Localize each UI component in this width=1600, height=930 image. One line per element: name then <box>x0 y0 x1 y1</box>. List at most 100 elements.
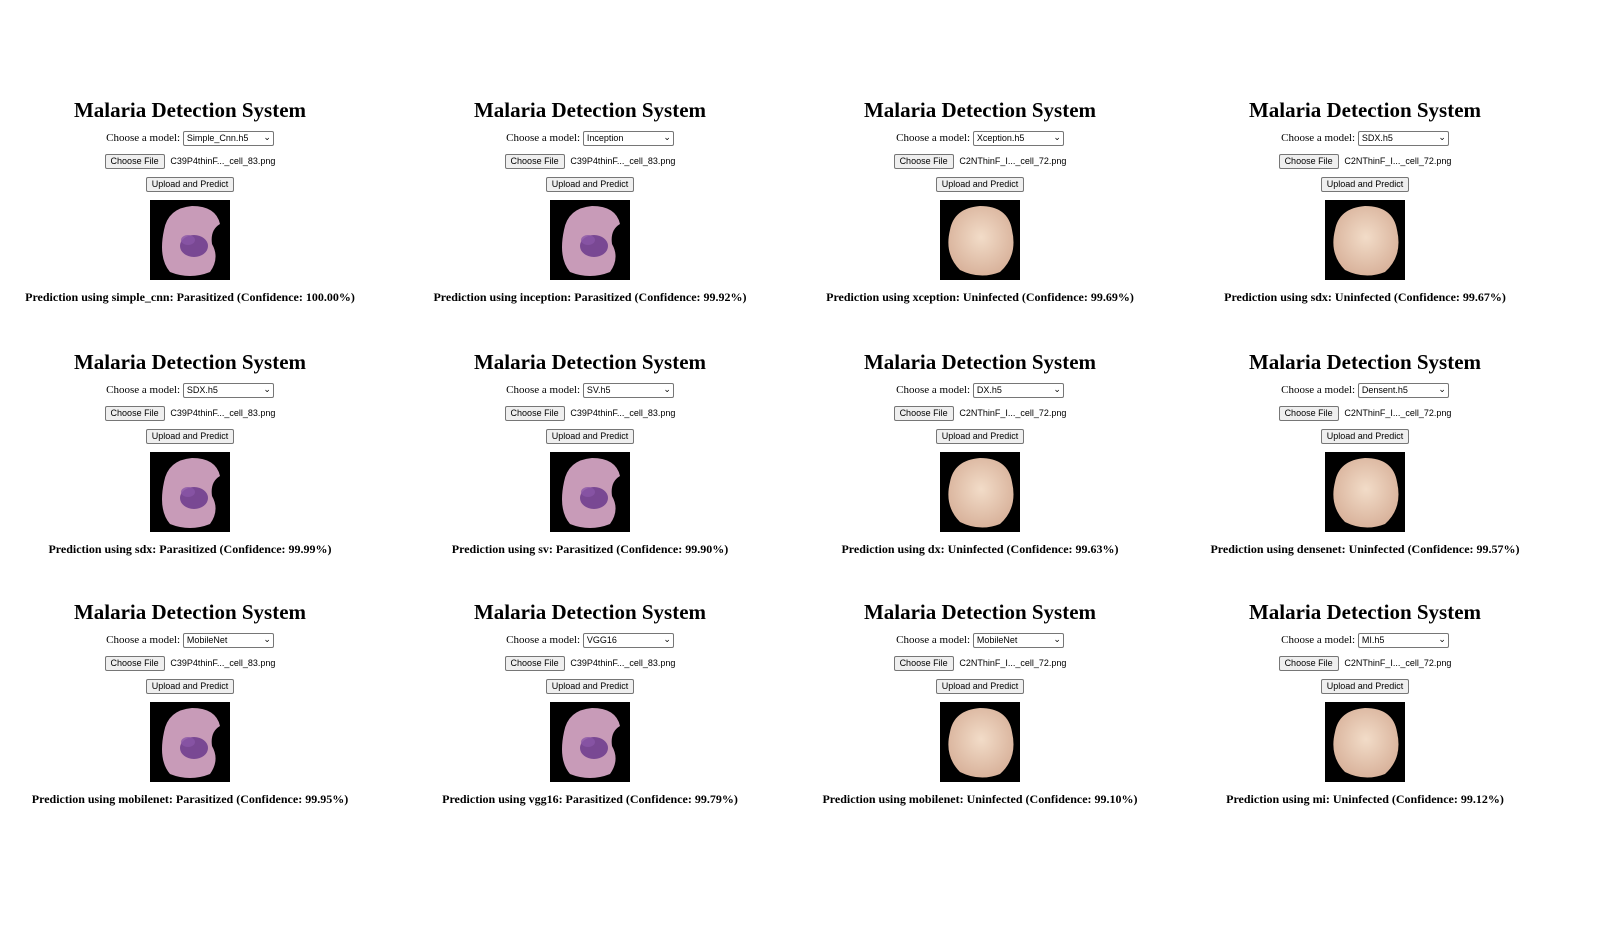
model-select-value: Inception <box>586 133 624 143</box>
file-name: C39P4thinF..._cell_83.png <box>570 408 676 419</box>
upload-and-predict-button[interactable]: Upload and Predict <box>935 429 1025 445</box>
upload-and-predict-button[interactable]: Upload and Predict <box>145 679 235 695</box>
file-row: Choose File C39P4thinF..._cell_83.png <box>0 406 390 422</box>
file-name: C39P4thinF..._cell_83.png <box>170 658 276 669</box>
prediction-text: Prediction using inception: Parasitized … <box>433 290 747 305</box>
malaria-detection-panel-10: Malaria Detection System Choose a model:… <box>390 600 790 855</box>
upload-row: Upload and Predict <box>390 177 790 193</box>
malaria-detection-panel-11: Malaria Detection System Choose a model:… <box>780 600 1180 855</box>
page-title: Malaria Detection System <box>473 350 707 374</box>
file-name: C2NThinF_I..._cell_72.png <box>1344 156 1452 167</box>
file-row: Choose File C39P4thinF..._cell_83.png <box>390 406 790 422</box>
upload-row: Upload and Predict <box>780 429 1180 445</box>
choose-file-button[interactable]: Choose File <box>104 406 165 422</box>
model-select[interactable]: MobileNet ⌄ <box>182 633 274 648</box>
choose-file-button[interactable]: Choose File <box>504 656 565 672</box>
model-select[interactable]: Xception.h5 ⌄ <box>972 131 1064 146</box>
model-select[interactable]: SDX.h5 ⌄ <box>182 383 274 398</box>
choose-file-button[interactable]: Choose File <box>893 406 954 422</box>
page-title: Malaria Detection System <box>1248 600 1482 624</box>
cell-image <box>150 452 230 533</box>
choose-file-button[interactable]: Choose File <box>893 656 954 672</box>
choose-file-button[interactable]: Choose File <box>104 656 165 672</box>
model-row: Choose a model: DX.h5 ⌄ <box>780 383 1180 398</box>
choose-file-button[interactable]: Choose File <box>104 154 165 170</box>
file-row: Choose File C2NThinF_I..._cell_72.png <box>780 656 1180 672</box>
upload-and-predict-button[interactable]: Upload and Predict <box>145 177 235 193</box>
cell-image <box>550 200 630 281</box>
chevron-down-icon: ⌄ <box>1053 384 1061 394</box>
model-select-value: SV.h5 <box>586 385 611 395</box>
malaria-detection-panel-7: Malaria Detection System Choose a model:… <box>780 350 1180 605</box>
choose-file-button[interactable]: Choose File <box>504 154 565 170</box>
model-select[interactable]: SV.h5 ⌄ <box>582 383 674 398</box>
upload-row: Upload and Predict <box>780 177 1180 193</box>
model-select[interactable]: VGG16 ⌄ <box>582 633 674 648</box>
parasitized-cell-svg <box>550 702 630 783</box>
model-label: Choose a model: <box>896 132 971 145</box>
prediction-text: Prediction using densenet: Uninfected (C… <box>1210 542 1520 557</box>
uninfected-cell-svg <box>940 452 1020 533</box>
model-select[interactable]: Inception ⌄ <box>582 131 674 146</box>
page-title: Malaria Detection System <box>73 350 307 374</box>
model-select-value: VGG16 <box>586 635 617 645</box>
model-select[interactable]: Simple_Cnn.h5 ⌄ <box>182 131 274 146</box>
model-select-value: MI.h5 <box>1361 635 1385 645</box>
model-select[interactable]: Densent.h5 ⌄ <box>1357 383 1449 398</box>
model-label: Choose a model: <box>1281 132 1356 145</box>
prediction-text: Prediction using mobilenet: Parasitized … <box>31 792 349 807</box>
choose-file-button[interactable]: Choose File <box>1278 656 1339 672</box>
model-label: Choose a model: <box>896 634 971 647</box>
model-row: Choose a model: MobileNet ⌄ <box>0 633 390 648</box>
cell-image <box>940 200 1020 281</box>
upload-row: Upload and Predict <box>1165 177 1565 193</box>
model-label: Choose a model: <box>106 132 181 145</box>
choose-file-button[interactable]: Choose File <box>893 154 954 170</box>
model-select[interactable]: MI.h5 ⌄ <box>1357 633 1449 648</box>
model-select-value: SDX.h5 <box>1361 133 1393 143</box>
file-row: Choose File C2NThinF_I..._cell_72.png <box>1165 656 1565 672</box>
model-select-value: Xception.h5 <box>976 133 1025 143</box>
model-select[interactable]: MobileNet ⌄ <box>972 633 1064 648</box>
model-select[interactable]: SDX.h5 ⌄ <box>1357 131 1449 146</box>
upload-and-predict-button[interactable]: Upload and Predict <box>1320 679 1410 695</box>
uninfected-cell-svg <box>1325 200 1405 281</box>
malaria-detection-panel-2: Malaria Detection System Choose a model:… <box>390 98 790 353</box>
model-row: Choose a model: SV.h5 ⌄ <box>390 383 790 398</box>
file-name: C2NThinF_I..._cell_72.png <box>1344 658 1452 669</box>
choose-file-button[interactable]: Choose File <box>1278 406 1339 422</box>
chevron-down-icon: ⌄ <box>263 634 271 644</box>
malaria-detection-panel-5: Malaria Detection System Choose a model:… <box>0 350 390 605</box>
upload-and-predict-button[interactable]: Upload and Predict <box>545 679 635 695</box>
model-select-value: Densent.h5 <box>1361 385 1408 395</box>
choose-file-button[interactable]: Choose File <box>504 406 565 422</box>
upload-and-predict-button[interactable]: Upload and Predict <box>935 177 1025 193</box>
upload-and-predict-button[interactable]: Upload and Predict <box>545 177 635 193</box>
prediction-text: Prediction using dx: Uninfected (Confide… <box>841 542 1119 557</box>
cell-image <box>940 702 1020 783</box>
upload-and-predict-button[interactable]: Upload and Predict <box>545 429 635 445</box>
upload-and-predict-button[interactable]: Upload and Predict <box>935 679 1025 695</box>
parasitized-cell-svg <box>550 200 630 281</box>
upload-row: Upload and Predict <box>1165 679 1565 695</box>
choose-file-button[interactable]: Choose File <box>1278 154 1339 170</box>
upload-and-predict-button[interactable]: Upload and Predict <box>145 429 235 445</box>
cell-image <box>940 452 1020 533</box>
model-row: Choose a model: VGG16 ⌄ <box>390 633 790 648</box>
prediction-text: Prediction using vgg16: Parasitized (Con… <box>442 792 738 807</box>
model-label: Choose a model: <box>896 384 971 397</box>
file-row: Choose File C39P4thinF..._cell_83.png <box>390 656 790 672</box>
cell-image <box>1325 452 1405 533</box>
file-row: Choose File C39P4thinF..._cell_83.png <box>0 656 390 672</box>
upload-and-predict-button[interactable]: Upload and Predict <box>1320 177 1410 193</box>
model-select[interactable]: DX.h5 ⌄ <box>972 383 1064 398</box>
malaria-detection-panel-6: Malaria Detection System Choose a model:… <box>390 350 790 605</box>
model-row: Choose a model: SDX.h5 ⌄ <box>1165 131 1565 146</box>
model-label: Choose a model: <box>506 634 581 647</box>
upload-and-predict-button[interactable]: Upload and Predict <box>1320 429 1410 445</box>
parasitized-cell-svg <box>150 200 230 281</box>
file-name: C2NThinF_I..._cell_72.png <box>959 658 1067 669</box>
uninfected-cell-svg <box>940 702 1020 783</box>
chevron-down-icon: ⌄ <box>263 384 271 394</box>
model-label: Choose a model: <box>106 634 181 647</box>
